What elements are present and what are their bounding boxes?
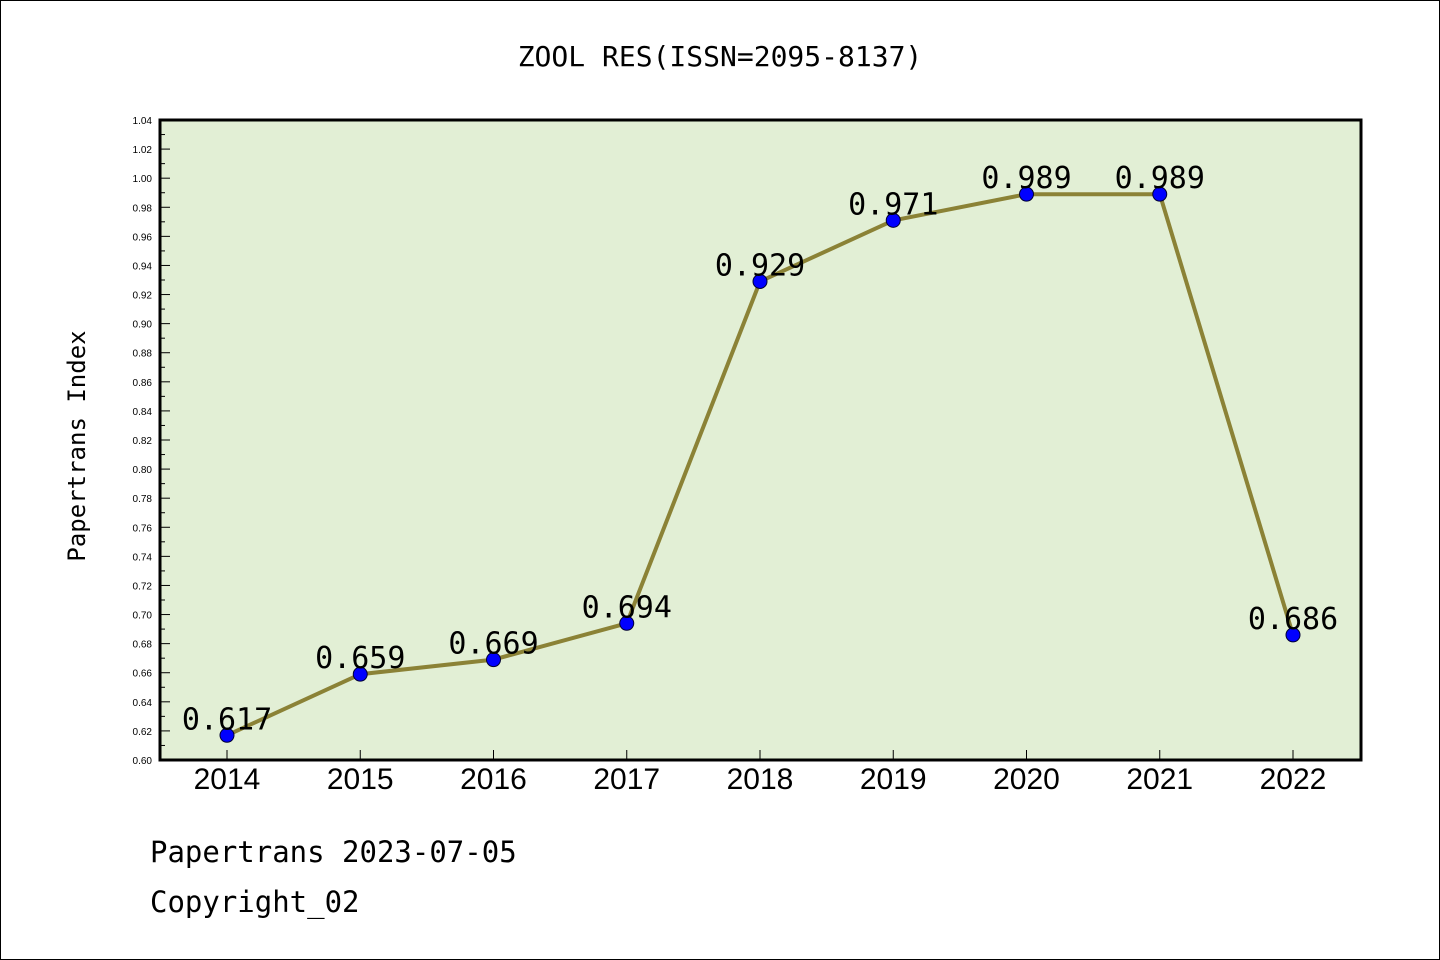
x-tick-label: 2022: [1260, 763, 1327, 796]
plot-area: [160, 120, 1361, 760]
y-tick-label: 0.70: [133, 611, 153, 622]
data-markers: [219, 186, 1301, 743]
data-label: 0.971: [848, 187, 938, 222]
y-tick-label: 0.82: [133, 436, 153, 447]
y-tick-label: 0.80: [133, 465, 153, 476]
y-tick-label: 1.04: [133, 116, 153, 127]
data-label: 0.694: [582, 590, 672, 625]
footer-date: Papertrans 2023-07-05: [150, 835, 517, 869]
y-axis-label: Papertrans Index: [63, 330, 91, 561]
y-tick-label: 0.74: [133, 552, 153, 563]
data-point: [619, 615, 635, 631]
data-label: 0.929: [715, 248, 805, 283]
y-tick-label: 0.92: [133, 291, 153, 302]
data-labels: 0.617 0.659 0.669 0.694 0.929 0.971 0.989 0.989…: [182, 161, 1338, 737]
x-tick-label: 2017: [593, 763, 660, 796]
y-tick-label: 0.66: [133, 669, 153, 680]
x-tick-label: 2021: [1126, 763, 1193, 796]
data-point: [1285, 627, 1301, 643]
y-tick-label: 0.94: [133, 261, 153, 272]
data-label: 0.659: [315, 641, 405, 676]
data-point: [486, 652, 501, 668]
y-tick-label: 0.60: [133, 756, 153, 767]
y-tick-label: 0.78: [133, 494, 153, 505]
y-tick-label: 0.64: [133, 698, 153, 709]
y-tick-label: 0.62: [133, 727, 153, 738]
footer-copyright: Copyright_02: [150, 885, 360, 919]
y-tick-label: 0.90: [133, 320, 153, 331]
data-label: 0.617: [182, 702, 272, 737]
y-tick-label: 0.76: [133, 523, 153, 534]
x-tick-label: 2018: [727, 763, 794, 796]
data-label: 0.989: [1115, 161, 1205, 196]
x-tick-label: 2014: [194, 763, 261, 796]
data-point: [219, 727, 235, 743]
data-point: [885, 212, 901, 228]
y-tick-label: 0.72: [133, 581, 153, 592]
y-tick-label: 0.86: [133, 378, 153, 389]
data-point: [352, 666, 368, 682]
x-tick-label: 2019: [860, 763, 927, 796]
data-label: 0.686: [1248, 602, 1338, 637]
y-tick-label: 1.00: [133, 174, 153, 185]
x-axis: 2014 2015 2016 2017 2018 2019 2020 2021 2022: [194, 750, 1327, 796]
plot-border: [158, 118, 1363, 762]
y-tick-label: 1.02: [133, 145, 153, 156]
x-tick-label: 2016: [460, 763, 527, 796]
y-tick-label: 0.84: [133, 407, 153, 418]
data-label: 0.669: [448, 627, 538, 662]
data-point: [752, 273, 768, 289]
chart-title: ZOOL RES(ISSN=2095-8137): [518, 40, 923, 73]
y-tick-label: 0.96: [133, 232, 153, 243]
x-tick-label: 2015: [327, 763, 394, 796]
data-point: [1152, 186, 1168, 202]
y-tick-label: 0.68: [133, 640, 153, 651]
data-label: 0.989: [981, 161, 1071, 196]
x-tick-label: 2020: [993, 763, 1060, 796]
y-tick-label: 0.88: [133, 349, 153, 360]
y-tick-label: 0.98: [133, 203, 153, 214]
data-point: [1019, 186, 1034, 202]
